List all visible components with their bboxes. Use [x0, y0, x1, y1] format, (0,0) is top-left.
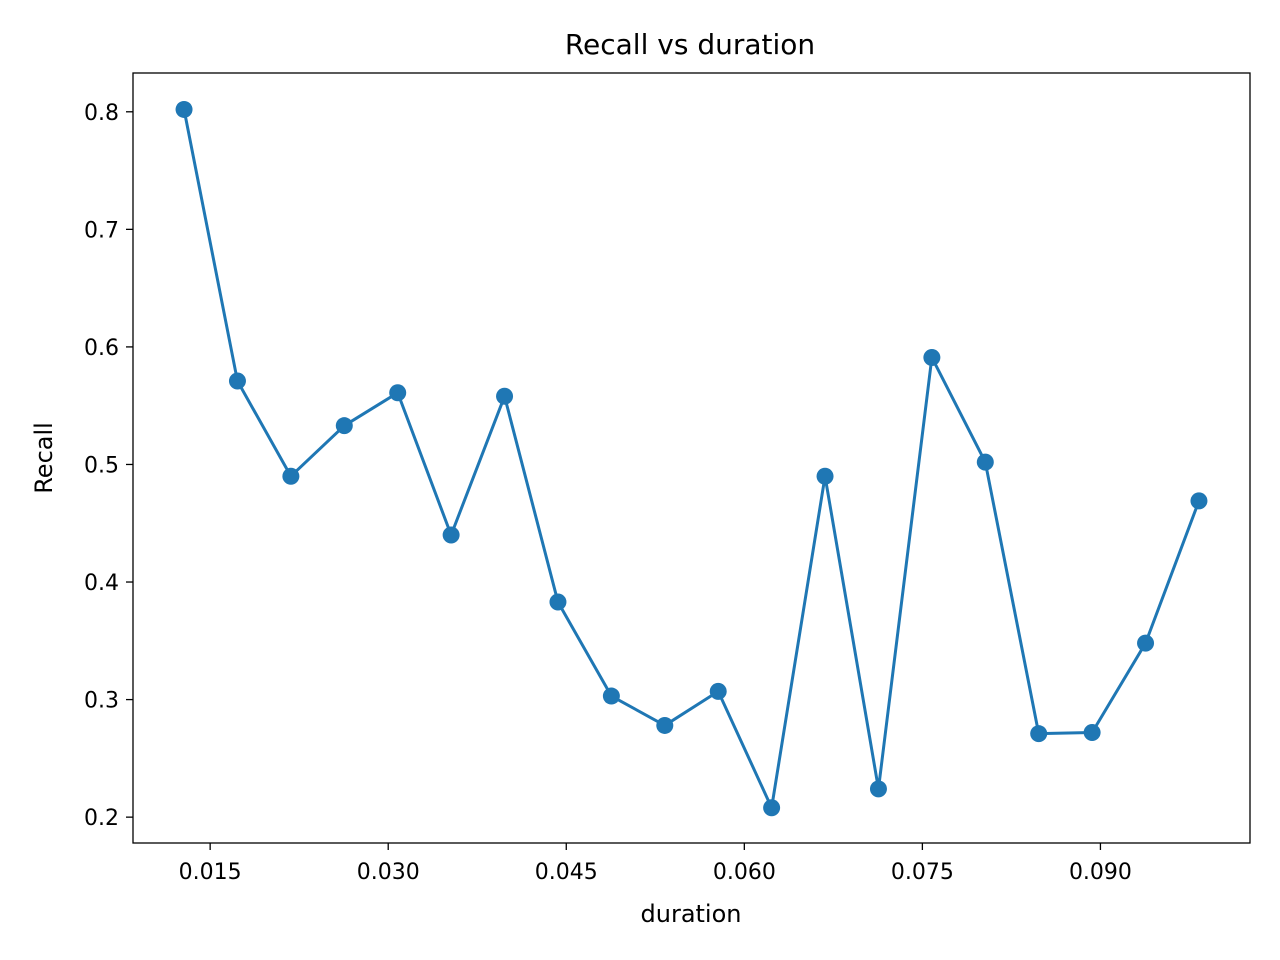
- y-axis-ticks: 0.2 0.3 0.4 0.5 0.6 0.7 0.8: [84, 101, 133, 831]
- x-axis-label: duration: [641, 900, 742, 928]
- data-point: [1030, 725, 1048, 743]
- y-tick-label: 0.7: [84, 218, 119, 243]
- y-axis-label: Recall: [30, 422, 58, 494]
- series-line: [182, 109, 1201, 810]
- data-point: [175, 100, 193, 118]
- data-point: [656, 716, 674, 734]
- data-point: [709, 682, 727, 700]
- y-tick-label: 0.6: [84, 336, 119, 361]
- data-point: [602, 687, 620, 705]
- axes-frame: [132, 72, 1251, 844]
- data-point: [1083, 723, 1101, 741]
- data-point: [1137, 634, 1155, 652]
- y-tick-label: 0.4: [84, 571, 119, 596]
- data-point: [549, 593, 567, 611]
- data-point: [869, 780, 887, 798]
- x-tick-label: 0.090: [1069, 860, 1132, 885]
- data-point: [763, 799, 781, 817]
- x-tick-label: 0.075: [891, 860, 954, 885]
- y-tick-label: 0.3: [84, 689, 119, 714]
- chart-title: Recall vs duration: [565, 28, 815, 61]
- data-point: [335, 417, 353, 435]
- data-point: [282, 467, 300, 485]
- x-tick-label: 0.060: [713, 860, 776, 885]
- y-tick-label: 0.2: [84, 806, 119, 831]
- data-point: [442, 526, 460, 544]
- data-point: [496, 387, 514, 405]
- data-point: [976, 453, 994, 471]
- data-point: [228, 372, 246, 390]
- data-point: [1190, 492, 1208, 510]
- y-tick-label: 0.8: [84, 101, 119, 126]
- x-tick-label: 0.015: [179, 860, 242, 885]
- data-point: [389, 384, 407, 402]
- x-tick-label: 0.045: [535, 860, 598, 885]
- x-tick-label: 0.030: [357, 860, 420, 885]
- series-layer: [175, 100, 1208, 817]
- y-tick-label: 0.5: [84, 453, 119, 478]
- data-point: [816, 467, 834, 485]
- x-axis-ticks: 0.015 0.030 0.045 0.060 0.075 0.090: [179, 843, 1132, 885]
- data-point: [923, 348, 941, 366]
